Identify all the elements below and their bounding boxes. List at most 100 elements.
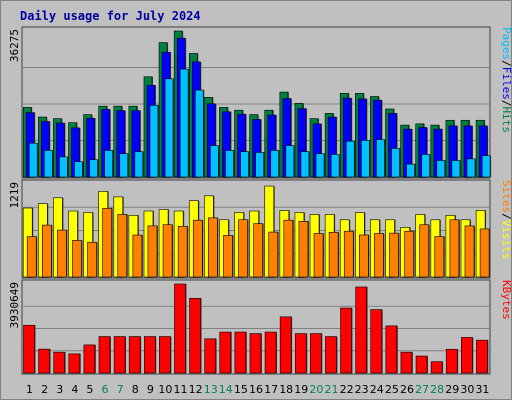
bar-kbytes-day-5 xyxy=(83,344,96,374)
bar-sites-day-13 xyxy=(208,217,218,278)
bar-kbytes-day-29 xyxy=(445,348,458,374)
bar-sites-day-21 xyxy=(328,231,339,278)
x-axis: 1 2 3 4 5 6 7 8 9 10 11 12 13 14 15 16 17 18 19 20 21 22 23 24 2… xyxy=(26,383,489,396)
bar-kbytes-day-7 xyxy=(113,336,126,374)
x-tick-label: 17 xyxy=(264,383,278,396)
bar-sites-day-30 xyxy=(464,225,475,278)
bar-kbytes-day-6 xyxy=(98,336,111,374)
x-tick-label: 28 xyxy=(430,383,444,396)
x-tick-label: 15 xyxy=(234,383,248,396)
bar-kbytes-day-26 xyxy=(400,351,413,374)
bar-pages-day-12 xyxy=(194,89,204,178)
bar-kbytes-day-2 xyxy=(38,348,50,374)
bar-sites-day-2 xyxy=(41,224,52,278)
x-tick-label: 8 xyxy=(132,383,139,396)
panel-middle: 1219 Sites/Visits xyxy=(8,179,511,279)
bar-kbytes-day-22 xyxy=(340,307,352,374)
chart-panels: 36275Pages/Files/Hits1219Sites/Visits393… xyxy=(8,26,511,375)
bar-sites-day-18 xyxy=(283,219,294,278)
x-tick-label: 20 xyxy=(309,383,323,396)
bar-pages-day-21 xyxy=(330,154,340,178)
legend-separator: / xyxy=(500,100,511,107)
x-tick-label: 14 xyxy=(219,383,233,396)
bar-pages-day-26 xyxy=(406,163,415,178)
bar-pages-day-17 xyxy=(270,150,280,178)
x-tick-label: 3 xyxy=(56,383,63,396)
bar-sites-day-11 xyxy=(177,225,188,278)
bar-pages-day-11 xyxy=(179,68,189,178)
bar-pages-day-13 xyxy=(210,145,219,178)
bar-sites-day-9 xyxy=(147,225,158,278)
bar-kbytes-day-23 xyxy=(355,286,367,374)
x-tick-label: 11 xyxy=(174,383,188,396)
bar-sites-day-22 xyxy=(343,230,354,278)
bar-pages-day-29 xyxy=(451,160,461,178)
bar-sites-day-3 xyxy=(57,229,67,278)
bar-pages-day-6 xyxy=(104,150,113,178)
bar-kbytes-day-3 xyxy=(53,351,65,374)
bar-pages-day-25 xyxy=(391,148,400,178)
x-tick-label: 24 xyxy=(370,383,384,396)
x-tick-label: 26 xyxy=(400,383,414,396)
bar-pages-day-23 xyxy=(361,140,370,178)
bar-sites-day-24 xyxy=(374,233,384,278)
x-tick-label: 7 xyxy=(117,383,124,396)
legend-separator: / xyxy=(500,60,511,67)
bar-sites-day-31 xyxy=(479,228,490,278)
bar-sites-day-7 xyxy=(117,214,128,278)
x-tick-label: 21 xyxy=(324,383,338,396)
bar-pages-day-8 xyxy=(134,151,144,178)
bar-pages-day-31 xyxy=(481,155,491,178)
panel-max-label: 1219 xyxy=(8,182,21,209)
bar-pages-day-19 xyxy=(300,151,310,178)
bar-pages-day-9 xyxy=(149,105,159,178)
bar-pages-day-4 xyxy=(74,161,83,178)
x-tick-label: 5 xyxy=(86,383,93,396)
bar-kbytes-day-28 xyxy=(430,361,443,374)
legend-hits: Hits xyxy=(500,107,511,134)
bar-kbytes-day-17 xyxy=(264,331,277,374)
bar-kbytes-day-15 xyxy=(234,331,247,374)
panel-legend: KBytes xyxy=(500,280,511,320)
bar-kbytes-day-8 xyxy=(128,336,141,374)
bar-pages-day-16 xyxy=(255,152,264,178)
x-tick-label: 6 xyxy=(102,383,109,396)
legend-sites: Sites xyxy=(500,180,511,213)
bar-sites-day-17 xyxy=(268,231,279,278)
bar-pages-day-22 xyxy=(345,140,355,178)
bar-kbytes-day-12 xyxy=(189,297,201,374)
bar-sites-day-19 xyxy=(298,221,309,278)
x-tick-label: 1 xyxy=(26,383,33,396)
bar-sites-day-15 xyxy=(238,219,248,278)
bar-kbytes-day-20 xyxy=(310,333,322,374)
bar-sites-day-4 xyxy=(72,240,82,278)
bar-pages-day-1 xyxy=(28,142,38,178)
bar-pages-day-24 xyxy=(376,139,385,178)
chart-title: Daily usage for July 2024 xyxy=(20,9,201,23)
x-tick-label: 9 xyxy=(147,383,154,396)
bar-pages-day-27 xyxy=(421,154,431,178)
x-tick-label: 25 xyxy=(385,383,399,396)
x-tick-label: 30 xyxy=(460,383,474,396)
legend-separator: / xyxy=(500,213,511,220)
legend-files: Files xyxy=(500,67,511,100)
bar-sites-day-23 xyxy=(359,234,369,278)
bar-pages-day-5 xyxy=(89,159,98,178)
bar-sites-day-5 xyxy=(87,241,97,278)
x-tick-label: 13 xyxy=(204,383,218,396)
bar-kbytes-day-19 xyxy=(294,333,307,374)
x-tick-label: 10 xyxy=(158,383,172,396)
bar-pages-day-28 xyxy=(436,160,446,178)
bar-sites-day-8 xyxy=(132,234,143,278)
legend-kbytes: KBytes xyxy=(500,280,511,320)
x-tick-label: 31 xyxy=(475,383,489,396)
panel-legend: Pages/Files/Hits xyxy=(500,27,511,133)
x-tick-label: 18 xyxy=(279,383,293,396)
bar-sites-day-14 xyxy=(223,235,233,278)
bar-kbytes-day-11 xyxy=(174,283,186,374)
bar-sites-day-6 xyxy=(102,208,112,278)
bar-pages-day-2 xyxy=(43,150,53,178)
bar-pages-day-14 xyxy=(225,150,234,178)
